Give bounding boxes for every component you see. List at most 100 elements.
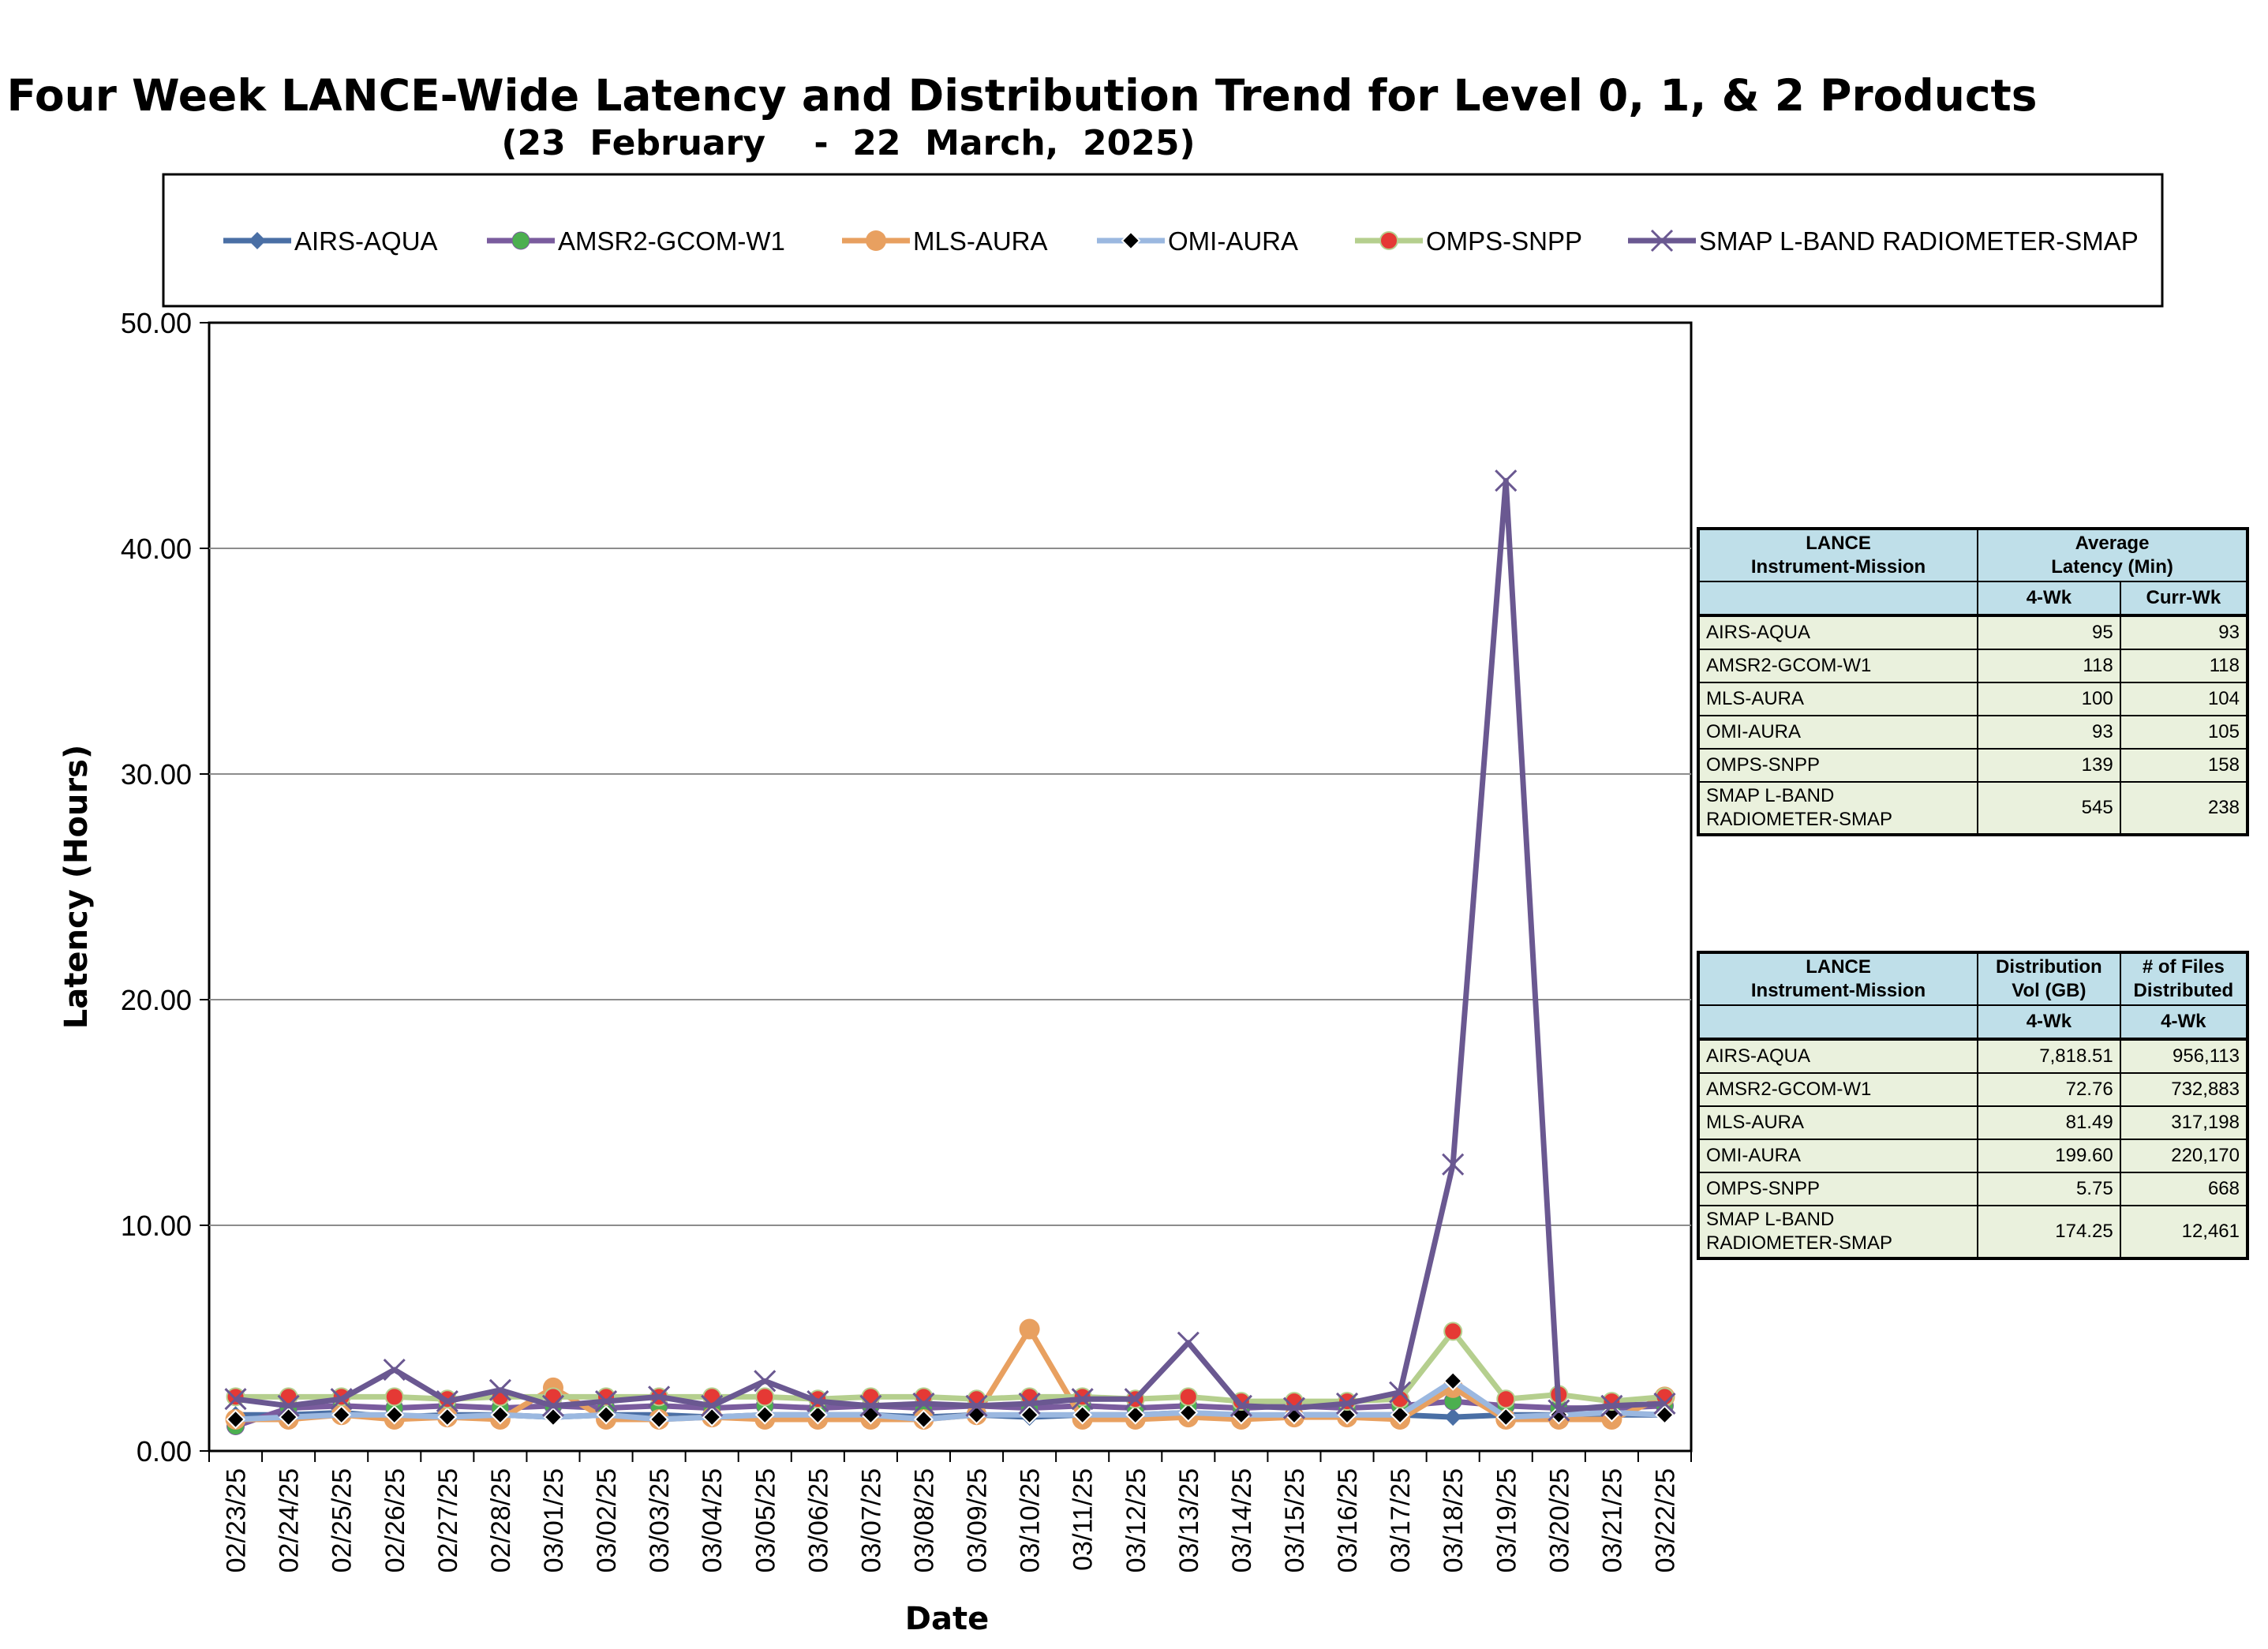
x-tick-label: 03/20/25: [1544, 1468, 1574, 1572]
latency-table: LANCE Instrument-Mission Average Latency…: [1697, 527, 2249, 836]
y-tick-label: 40.00: [121, 533, 192, 565]
distribution-cell-name: SMAP L-BAND RADIOMETER-SMAP: [1697, 1205, 1979, 1259]
x-tick-label: 03/10/25: [1016, 1468, 1046, 1572]
data-point: [543, 1407, 563, 1427]
latency-cell-wk4: 95: [1977, 614, 2121, 650]
y-tick-label: 0.00: [137, 1435, 192, 1468]
data-point: [859, 1394, 882, 1417]
latency-cell-wk4: 118: [1977, 649, 2121, 683]
data-point: [807, 1404, 828, 1425]
data-point: [226, 1409, 245, 1430]
legend-label: AMSR2-GCOM-W1: [558, 226, 785, 256]
x-tick-label: 03/09/25: [963, 1468, 993, 1572]
legend: AIRS-AQUA AMSR2-GCOM-W1 MLS-AURA OMI-AURA OM…: [223, 226, 2139, 256]
data-point: [596, 1404, 616, 1425]
distribution-cell-vol: 81.49: [1977, 1105, 2121, 1140]
x-tick-label: 03/18/25: [1439, 1468, 1469, 1572]
data-point: [331, 1404, 352, 1425]
data-point: [1020, 1404, 1040, 1425]
chart-title: Four Week LANCE-Wide Latency and Distrib…: [6, 70, 2037, 121]
data-point: [1337, 1404, 1357, 1425]
data-point: [1018, 1392, 1041, 1415]
distribution-cell-files: 956,113: [2119, 1038, 2249, 1074]
dist-header-instrument: LANCE Instrument-Mission: [1697, 952, 1979, 1006]
data-point: [912, 1392, 935, 1415]
data-point: [1379, 231, 1398, 250]
plot-area: [208, 321, 1693, 1453]
data-point: [1655, 1404, 1675, 1425]
x-tick-label: 02/28/25: [486, 1468, 516, 1572]
x-tick-label: 03/08/25: [909, 1468, 939, 1572]
x-tick-label: 03/12/25: [1121, 1468, 1151, 1572]
distribution-row: AMSR2-GCOM-W1 72.76 732,883: [1697, 1072, 2249, 1107]
x-tick-label: 03/06/25: [803, 1468, 833, 1572]
latency-sub-blank: [1697, 581, 1979, 616]
latency-cell-name: OMPS-SNPP: [1697, 748, 1979, 783]
data-point: [226, 1387, 245, 1407]
dist-files-line1: # of Files: [2142, 956, 2225, 978]
x-tick-label: 03/15/25: [1280, 1468, 1310, 1572]
data-point: [754, 1404, 775, 1425]
series-smap-l-band-radiometer-smap: [224, 469, 1676, 1422]
latency-cell-wk4: 100: [1977, 682, 2121, 716]
data-point: [1282, 1397, 1306, 1419]
x-tick-label: 02/26/25: [380, 1468, 410, 1572]
data-point: [754, 1370, 777, 1393]
data-point: [1495, 1407, 1516, 1427]
distribution-cell-name: MLS-AURA: [1697, 1105, 1979, 1140]
x-tick-label: 03/21/25: [1597, 1468, 1627, 1572]
data-point: [701, 1394, 724, 1417]
latency-header-line2: Instrument-Mission: [1750, 556, 1926, 578]
data-point: [384, 1404, 405, 1425]
x-tick-label: 03/05/25: [750, 1468, 780, 1572]
latency-cell-curr: 118: [2119, 649, 2249, 683]
latency-sub-currwk: Curr-Wk: [2119, 581, 2249, 616]
latency-row: AMSR2-GCOM-W1 118 118: [1697, 649, 2249, 683]
latency-cell-curr: 105: [2119, 715, 2249, 750]
dist-files-line2: Distributed: [2133, 980, 2234, 1001]
latency-row: AIRS-AQUA 95 93: [1697, 614, 2249, 650]
legend-item: SMAP L-BAND RADIOMETER-SMAP: [1628, 226, 2139, 256]
y-tick-label: 20.00: [121, 984, 192, 1016]
data-point: [1442, 1153, 1465, 1176]
latency-header-line1: LANCE: [1806, 533, 1871, 554]
y-tick-label: 10.00: [121, 1210, 192, 1242]
distribution-row: OMI-AURA 199.60 220,170: [1697, 1139, 2249, 1173]
latency-cell-name: SMAP L-BAND RADIOMETER-SMAP: [1697, 781, 1979, 836]
latency-row: SMAP L-BAND RADIOMETER-SMAP 545 238: [1697, 781, 2249, 836]
distribution-cell-name: OMPS-SNPP: [1697, 1172, 1979, 1206]
x-tick-label: 03/14/25: [1227, 1468, 1257, 1572]
distribution-cell-name: AIRS-AQUA: [1697, 1038, 1979, 1074]
data-point: [1124, 1388, 1147, 1411]
data-point: [1072, 1404, 1093, 1425]
x-tick-label: 03/07/25: [856, 1468, 886, 1572]
data-point: [1650, 229, 1674, 252]
gridlines: [209, 548, 1691, 1226]
dist-header-line2: Instrument-Mission: [1750, 980, 1926, 1001]
data-point: [277, 1394, 300, 1417]
y-axis: 0.00 10.00 20.00 30.00 40.00 50.00: [121, 307, 209, 1468]
distribution-cell-name: OMI-AURA: [1697, 1139, 1979, 1173]
legend-label: OMI-AURA: [1168, 226, 1298, 256]
distribution-cell-files: 732,883: [2119, 1072, 2249, 1107]
y-tick-label: 30.00: [121, 758, 192, 791]
x-tick-label: 02/24/25: [275, 1468, 305, 1572]
data-point: [1019, 1318, 1040, 1340]
y-axis-title: Latency (Hours): [58, 745, 95, 1029]
series-line: [235, 477, 1665, 1414]
latency-cell-curr: 104: [2119, 682, 2249, 716]
latency-cell-wk4: 545: [1977, 781, 2121, 836]
data-point: [1496, 1389, 1516, 1409]
x-tick-label: 03/01/25: [539, 1468, 569, 1572]
x-tick-label: 03/03/25: [645, 1468, 675, 1572]
data-point: [224, 1388, 247, 1411]
legend-item: OMPS-SNPP: [1355, 226, 1582, 256]
distribution-row: OMPS-SNPP 5.75 668: [1697, 1172, 2249, 1206]
data-point: [914, 1409, 934, 1430]
data-point: [249, 232, 266, 249]
dist-header-line1: LANCE: [1806, 956, 1871, 978]
x-tick-label: 03/02/25: [592, 1468, 622, 1572]
data-point: [1125, 1404, 1146, 1425]
dist-vol-line2: Vol (GB): [2012, 980, 2086, 1001]
x-tick-label: 02/23/25: [222, 1468, 252, 1572]
